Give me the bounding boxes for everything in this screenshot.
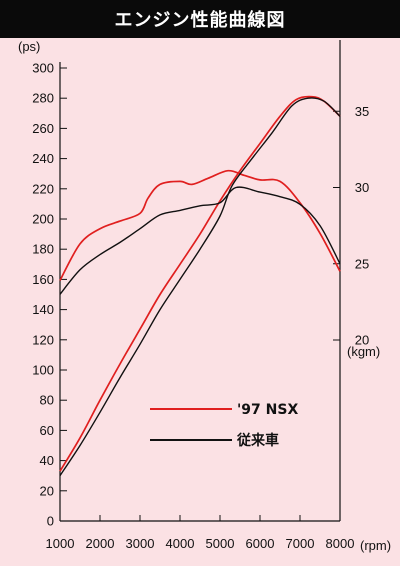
- y-left-tick-label: 280: [32, 91, 54, 106]
- series-line-nsx-torque: [59, 169, 341, 281]
- y-left-tick-label: 140: [32, 302, 54, 317]
- x-tick-label: 5000: [206, 536, 235, 551]
- y-left-tick-label: 220: [32, 181, 54, 196]
- x-tick-label: 6000: [246, 536, 275, 551]
- y-left-tick-label: 300: [32, 61, 54, 76]
- x-tick-label: 7000: [286, 536, 315, 551]
- y-left-tick-label: 100: [32, 363, 54, 378]
- series-line-previous-power: [59, 97, 341, 477]
- x-tick-label: 4000: [166, 536, 195, 551]
- x-tick-label: 2000: [86, 536, 115, 551]
- y-left-tick-label: 20: [40, 483, 54, 498]
- y-left-tick-label: 200: [32, 212, 54, 227]
- y-left-tick-label: 160: [32, 272, 54, 287]
- series-line-previous-torque: [59, 186, 341, 295]
- x-tick-label: 8000: [326, 536, 355, 551]
- chart-title: エンジン性能曲線図: [0, 0, 400, 38]
- y-right-tick-label: 25: [355, 256, 369, 271]
- axes: (ps) (kgm) (rpm): [18, 39, 391, 553]
- tick-marks: 0 20 40 60 80 100 120 140 160 180 200 220 240 260 280 3…: [32, 61, 369, 552]
- y-right-unit: (kgm): [347, 344, 380, 359]
- y-left-tick-label: 240: [32, 151, 54, 166]
- y-left-unit: (ps): [18, 39, 40, 54]
- series-line-nsx-power: [59, 95, 341, 472]
- y-left-tick-label: 40: [40, 453, 54, 468]
- x-tick-label: 3000: [126, 536, 155, 551]
- x-unit: (rpm): [360, 538, 391, 553]
- x-tick-label: 1000: [46, 536, 75, 551]
- series-lines: [59, 95, 341, 477]
- legend-label: 従来車: [236, 432, 279, 449]
- legend-label: '97 NSX: [237, 402, 298, 418]
- y-right-tick-label: 30: [355, 180, 369, 195]
- y-left-tick-label: 0: [47, 514, 54, 529]
- y-left-tick-label: 120: [32, 332, 54, 347]
- y-right-tick-label: 35: [355, 104, 369, 119]
- legend: '97 NSX 従来車: [150, 402, 298, 449]
- y-left-tick-label: 60: [40, 423, 54, 438]
- y-left-tick-label: 180: [32, 242, 54, 257]
- y-left-tick-label: 80: [40, 393, 54, 408]
- y-right-tick-label: 20: [355, 333, 369, 348]
- y-left-tick-label: 260: [32, 121, 54, 136]
